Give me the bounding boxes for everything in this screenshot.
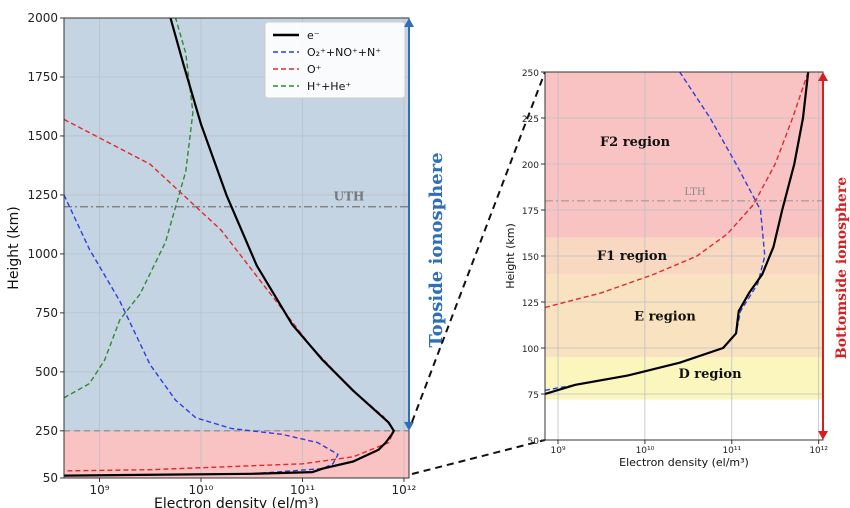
right-x-axis-label: Electron density (el/m³) bbox=[619, 456, 749, 469]
x-tick-label: 10¹⁰ bbox=[189, 483, 214, 497]
y-tick-label: 1250 bbox=[27, 188, 58, 202]
y-tick-label: 1500 bbox=[27, 129, 58, 143]
right-bands bbox=[545, 72, 823, 400]
left-reference-lines: UTH bbox=[64, 190, 409, 432]
annotation-arrowhead-top bbox=[404, 18, 414, 27]
right-series bbox=[545, 72, 810, 396]
annotation-arrowhead-top bbox=[818, 72, 828, 81]
region-label-f2-region: F2 region bbox=[600, 135, 671, 150]
right-y-ticks: 50 75 100 125 150 175 200 225 250 bbox=[522, 69, 545, 447]
y-tick-label: 225 bbox=[522, 115, 539, 125]
series-line-o bbox=[545, 72, 809, 309]
series-line-o-no-n bbox=[64, 194, 339, 477]
y-tick-label: 50 bbox=[43, 471, 58, 485]
band-d-region bbox=[545, 357, 823, 400]
x-tick-label: 10⁹ bbox=[89, 483, 109, 497]
y-tick-label: 750 bbox=[35, 306, 58, 320]
series-line-e bbox=[64, 18, 395, 477]
legend-label-e: e⁻ bbox=[307, 29, 320, 42]
y-tick-label: 75 bbox=[528, 391, 539, 401]
right-x-ticks: 10⁹ 10¹⁰ 10¹¹ 10¹² bbox=[551, 440, 828, 456]
y-tick-label: 200 bbox=[522, 161, 539, 171]
right-reference-lines: LTH bbox=[545, 187, 823, 202]
annotation-label: Topside ionosphere bbox=[426, 152, 447, 347]
band-e-region bbox=[545, 274, 823, 358]
topside-annotation: Topside ionosphere bbox=[404, 18, 447, 431]
x-tick-label: 10¹¹ bbox=[290, 483, 315, 497]
right-grid bbox=[545, 71, 823, 441]
reference-label-uth: UTH bbox=[334, 190, 365, 204]
legend-label-o: O⁺ bbox=[307, 63, 322, 76]
band-shade bbox=[64, 430, 409, 478]
left-series bbox=[64, 18, 395, 477]
left-y-ticks: 50 250 500 750 1000 1250 1500 1750 2000 bbox=[27, 11, 64, 485]
y-tick-label: 100 bbox=[522, 345, 539, 355]
region-label-e-region: E region bbox=[634, 310, 696, 325]
y-tick-label: 175 bbox=[522, 207, 539, 217]
right-chart: LTH 10⁹ 10¹⁰ 10¹¹ 10¹² 50 75 100 125 150 175 200 2… bbox=[504, 69, 850, 469]
y-tick-label: 150 bbox=[522, 253, 539, 263]
zoom-connectors bbox=[411, 71, 546, 475]
annotation-arrowhead-bottom bbox=[404, 421, 414, 431]
region-label-f1-region: F1 region bbox=[597, 249, 668, 264]
y-tick-label: 50 bbox=[528, 437, 540, 447]
y-tick-label: 1000 bbox=[27, 247, 58, 261]
y-tick-label: 125 bbox=[522, 299, 539, 309]
y-tick-label: 500 bbox=[35, 365, 58, 379]
left-chart: UTH 10⁹ 10¹⁰ 10¹¹ 10¹² 50 250 500 750 1000 1250 1… bbox=[6, 11, 447, 508]
legend-label-h-he: H⁺+He⁺ bbox=[307, 80, 351, 93]
y-tick-label: 1750 bbox=[27, 70, 58, 84]
y-tick-label: 250 bbox=[35, 424, 58, 438]
left-x-axis-label: Electron density (el/m³) bbox=[154, 496, 319, 508]
x-tick-label: 10¹⁰ bbox=[636, 446, 655, 456]
x-tick-label: 10¹² bbox=[391, 483, 416, 497]
x-tick-label: 10¹¹ bbox=[722, 446, 741, 456]
legend-box bbox=[264, 21, 406, 99]
region-label-d-region: D region bbox=[678, 367, 742, 382]
right-y-axis-label: Height (km) bbox=[504, 223, 517, 289]
connector-bottom bbox=[411, 439, 546, 475]
reference-label-lth: LTH bbox=[684, 187, 705, 198]
y-tick-label: 2000 bbox=[27, 11, 58, 25]
series-line-e bbox=[545, 72, 810, 396]
legend: e⁻ O₂⁺+NO⁺+N⁺ O⁺ H⁺+He⁺ bbox=[264, 21, 406, 99]
left-x-ticks: 10⁹ 10¹⁰ 10¹¹ 10¹² bbox=[89, 478, 417, 497]
y-tick-label: 250 bbox=[522, 69, 539, 79]
x-tick-label: 10¹² bbox=[809, 446, 828, 456]
x-tick-label: 10⁹ bbox=[551, 446, 566, 456]
region-labels: D region E region F1 region F2 region bbox=[597, 135, 742, 382]
annotation-label: Bottomside ionosphere bbox=[834, 177, 850, 359]
connector-top bbox=[411, 71, 546, 423]
bottomside-annotation: Bottomside ionosphere bbox=[818, 72, 850, 440]
annotation-arrowhead-bottom bbox=[818, 431, 828, 440]
legend-label-o-no-n: O₂⁺+NO⁺+N⁺ bbox=[307, 46, 381, 59]
left-y-axis-label: Height (km) bbox=[6, 206, 22, 289]
